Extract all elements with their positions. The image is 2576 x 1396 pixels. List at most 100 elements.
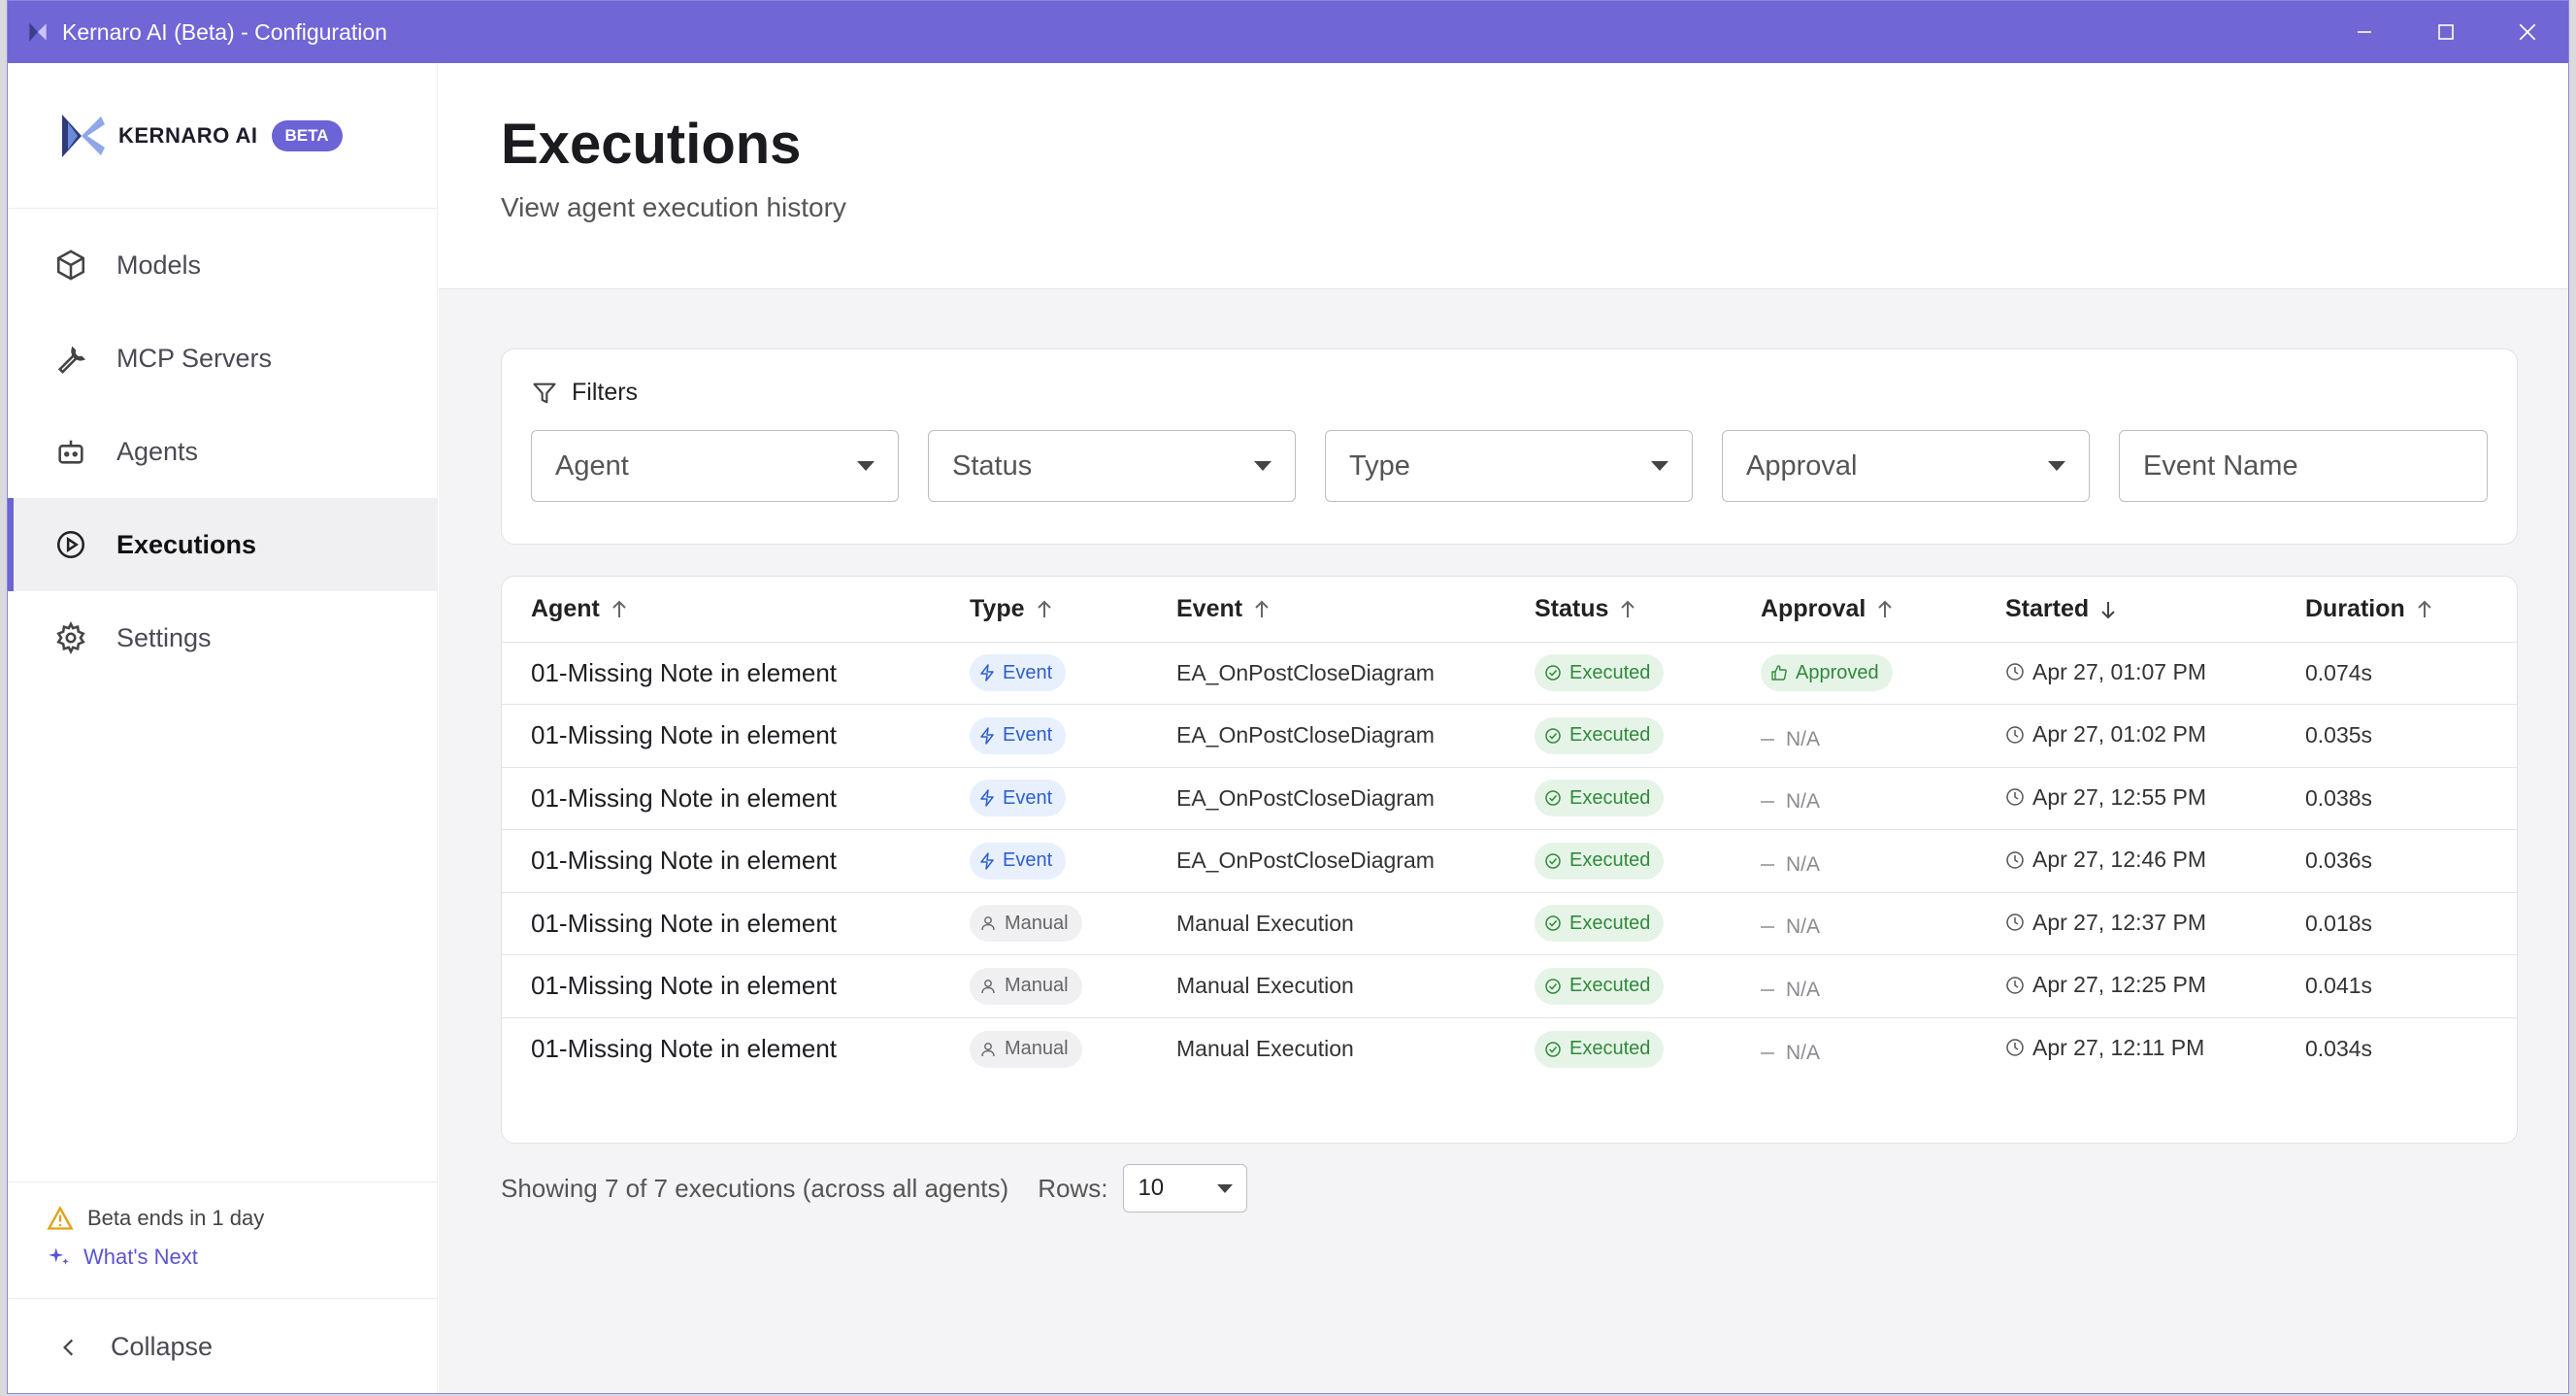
- status-filter-value: Status: [952, 449, 1033, 482]
- brand-name: KERNARO AI: [118, 122, 258, 148]
- started-value: Apr 27, 01:07 PM: [2032, 658, 2206, 684]
- table-row[interactable]: 01-Missing Note in element Manual Manual…: [502, 1017, 2517, 1080]
- maximize-icon: [2438, 24, 2454, 40]
- sidebar: KERNARO AI BETA Models MCP Servers Agent…: [8, 63, 438, 1393]
- cell-type: Event: [941, 642, 1147, 705]
- cell-type: Event: [941, 704, 1147, 768]
- cell-agent: 01-Missing Note in element: [502, 892, 941, 955]
- sidebar-item-models[interactable]: Models: [8, 218, 437, 312]
- cell-status: Executed: [1505, 829, 1732, 893]
- cell-event: Manual Execution: [1176, 1036, 1354, 1061]
- cell-event: Manual Execution: [1147, 954, 1505, 1018]
- sort-up-icon: [2418, 600, 2431, 618]
- cell-event: EA_OnPostCloseDiagram: [1147, 829, 1505, 893]
- beta-badge: BETA: [271, 119, 343, 151]
- approval-label: N/A: [1786, 978, 1821, 1001]
- type-filter-value: Type: [1349, 449, 1410, 482]
- status-badge: Executed: [1535, 780, 1665, 817]
- started-value: Apr 27, 12:46 PM: [2032, 847, 2206, 872]
- beta-notice-text: Beta ends in 1 day: [87, 1206, 265, 1230]
- started-value: Apr 27, 12:25 PM: [2032, 972, 2206, 997]
- cell-approval: Approved: [1732, 642, 1976, 705]
- status-badge-label: Executed: [1569, 661, 1651, 683]
- agent-filter-value: Agent: [555, 449, 629, 482]
- type-badge: Event: [970, 654, 1067, 692]
- cell-agent: 01-Missing Note in element: [502, 642, 941, 705]
- rows-per-page-select[interactable]: 10: [1123, 1164, 1248, 1213]
- whats-next-link[interactable]: What's Next: [47, 1245, 398, 1270]
- page-title: Executions: [501, 113, 802, 176]
- type-filter-select[interactable]: Type: [1325, 430, 1693, 502]
- column-header-label: Approval: [1761, 594, 1866, 622]
- sort-up-icon: [612, 600, 626, 618]
- clock-icon: [2006, 663, 2024, 681]
- table-row[interactable]: 01-Missing Note in element Event EA_OnPo…: [502, 829, 2517, 893]
- cell-agent: 01-Missing Note in element: [531, 1034, 838, 1063]
- collapse-button[interactable]: Collapse: [8, 1298, 437, 1395]
- approval-na: N/A: [1761, 915, 1820, 939]
- minimize-button[interactable]: [2324, 1, 2405, 63]
- table-row[interactable]: 01-Missing Note in element Event EA_OnPo…: [502, 642, 2517, 705]
- main-content: Executions View agent execution history …: [439, 63, 2568, 1393]
- table-row[interactable]: 01-Missing Note in element Event EA_OnPo…: [502, 704, 2517, 768]
- cell-type: Manual: [941, 1017, 1147, 1080]
- cell-started: Apr 27, 12:11 PM: [1976, 1017, 2276, 1080]
- cell-agent: 01-Missing Note in element: [502, 829, 941, 893]
- approval-filter-select[interactable]: Approval: [1722, 430, 2090, 502]
- dash-icon: [1761, 988, 1774, 991]
- approval-label: N/A: [1786, 852, 1821, 876]
- play-circle-icon: [56, 530, 85, 559]
- sidebar-item-executions[interactable]: Executions: [8, 498, 437, 591]
- check-circle-icon: [1545, 728, 1561, 744]
- status-badge: Executed: [1535, 654, 1665, 692]
- sidebar-item-mcp-servers[interactable]: MCP Servers: [8, 312, 437, 405]
- started-value: Apr 27, 12:55 PM: [2032, 783, 2206, 810]
- maximize-button[interactable]: [2405, 1, 2487, 63]
- chevron-down-icon: [857, 461, 875, 471]
- type-badge-label: Event: [1003, 661, 1053, 683]
- approval-label: N/A: [1786, 790, 1821, 814]
- minimize-icon: [2358, 31, 2371, 33]
- cell-approval: N/A: [1732, 1017, 1976, 1080]
- column-header-duration[interactable]: Duration: [2276, 577, 2517, 643]
- column-header-type[interactable]: Type: [941, 577, 1147, 643]
- sort-up-icon: [1037, 600, 1051, 618]
- title-bar: Kernaro AI (Beta) - Configuration: [8, 1, 2568, 63]
- close-button[interactable]: [2487, 1, 2568, 63]
- cell-agent: 01-Missing Note in element: [502, 704, 941, 768]
- cell-started: Apr 27, 12:25 PM: [1976, 954, 2276, 1018]
- close-icon: [2519, 23, 2536, 41]
- type-badge: Manual: [970, 967, 1082, 1005]
- user-icon: [981, 979, 995, 993]
- event-name-input[interactable]: [2119, 430, 2488, 502]
- column-header-status[interactable]: Status: [1505, 577, 1732, 643]
- cell-agent: 01-Missing Note in element: [502, 954, 941, 1018]
- pagination-bar: Showing 7 of 7 executions (across all ag…: [501, 1164, 1248, 1213]
- sidebar-item-settings[interactable]: Settings: [8, 591, 437, 684]
- agent-filter-select[interactable]: Agent: [531, 430, 899, 502]
- collapse-label: Collapse: [111, 1332, 214, 1361]
- status-badge: Executed: [1535, 967, 1665, 1005]
- dash-icon: [1761, 738, 1774, 741]
- sidebar-nav: Models MCP Servers Agents Executions Set…: [8, 218, 437, 684]
- status-filter-select[interactable]: Status: [928, 430, 1296, 502]
- column-header-agent[interactable]: Agent: [502, 577, 941, 643]
- column-header-event[interactable]: Event: [1147, 577, 1505, 643]
- approval-filter-value: Approval: [1746, 449, 1858, 482]
- cell-approval: N/A: [1732, 767, 1976, 830]
- column-header-started[interactable]: Started: [1976, 577, 2276, 643]
- filter-icon: [533, 382, 556, 403]
- column-header-label: Duration: [2305, 594, 2405, 622]
- filters-heading: Filters: [531, 379, 2488, 407]
- window-title: Kernaro AI (Beta) - Configuration: [62, 18, 387, 45]
- table-header-row: Agent Type Event Status Approval Started…: [502, 577, 2517, 643]
- status-badge-label: Executed: [1569, 849, 1651, 872]
- column-header-approval[interactable]: Approval: [1732, 577, 1976, 643]
- cell-started: Apr 27, 12:37 PM: [1976, 892, 2276, 955]
- table-row[interactable]: 01-Missing Note in element Event EA_OnPo…: [502, 767, 2517, 830]
- table-row[interactable]: 01-Missing Note in element Manual Manual…: [502, 892, 2517, 955]
- lightning-icon: [980, 727, 994, 745]
- sidebar-item-agents[interactable]: Agents: [8, 405, 437, 498]
- table-row[interactable]: 01-Missing Note in element Manual Manual…: [502, 954, 2517, 1018]
- cell-status: Executed: [1505, 892, 1732, 955]
